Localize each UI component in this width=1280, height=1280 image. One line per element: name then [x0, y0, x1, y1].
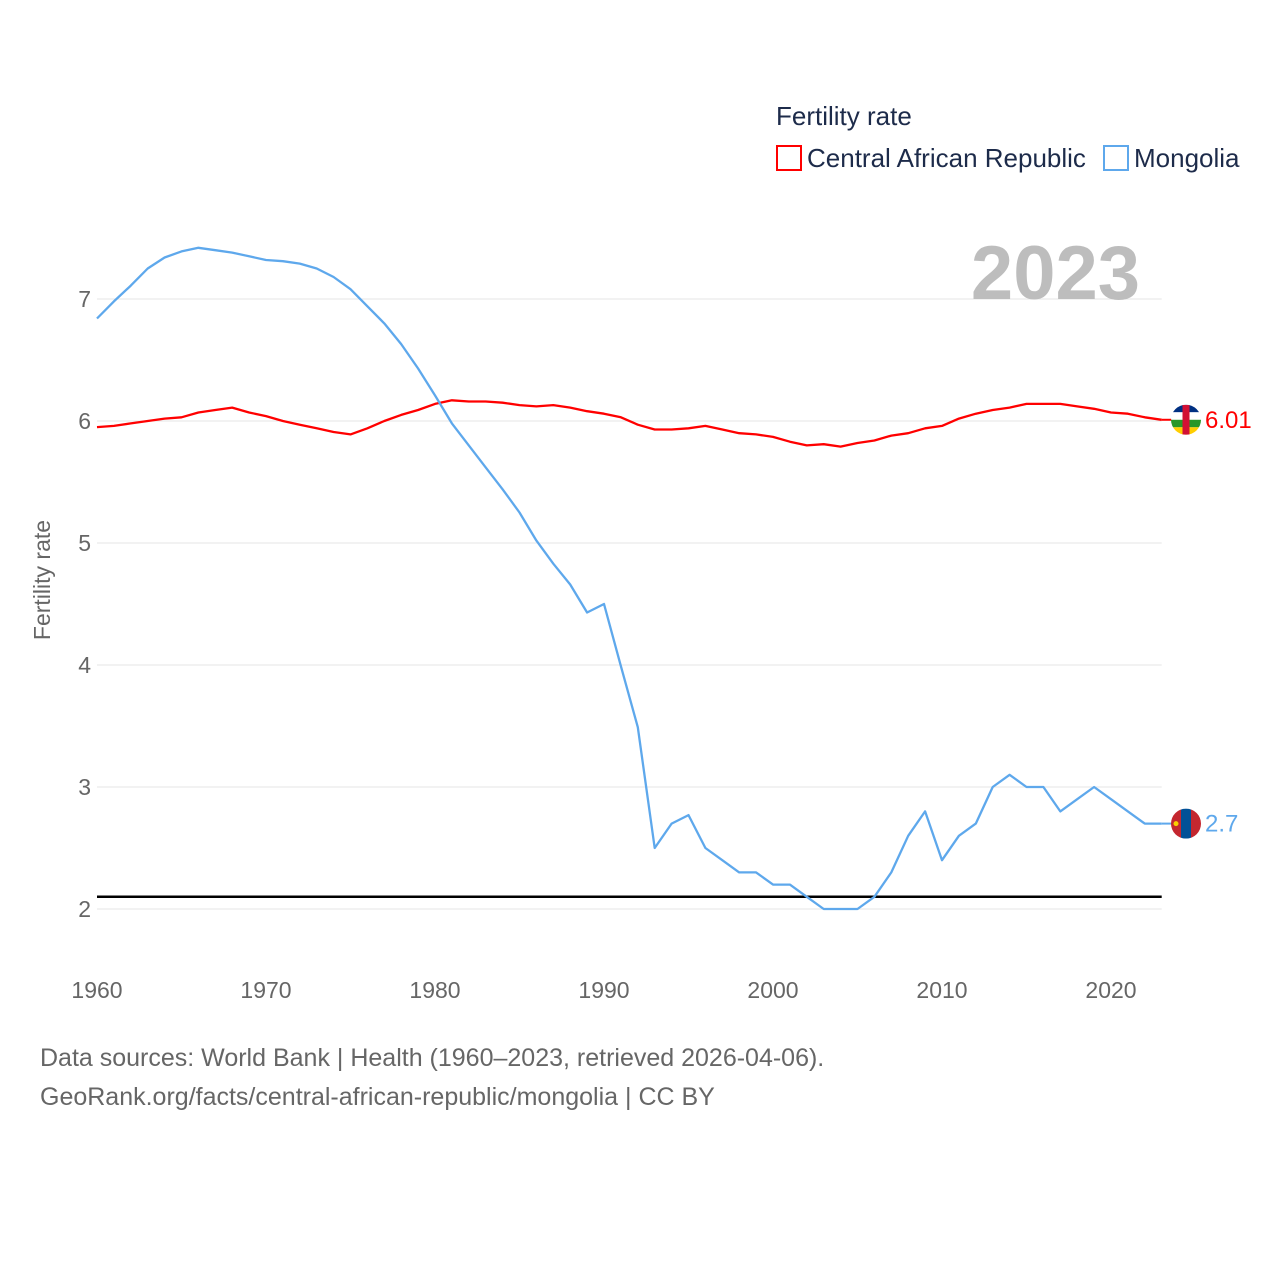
flag-stripe [1191, 808, 1201, 839]
end-value-label: 2.7 [1205, 811, 1238, 838]
footer-sources: Data sources: World Bank | Health (1960–… [40, 1044, 825, 1072]
y-tick-label: 6 [78, 408, 91, 434]
y-tick-label: 2 [78, 896, 91, 922]
x-tick-label: 1960 [71, 977, 122, 1003]
year-watermark: 2023 [971, 231, 1140, 316]
legend-swatch [1103, 145, 1129, 171]
y-tick-label: 4 [78, 652, 91, 678]
flag-body [1171, 808, 1201, 839]
x-tick-label: 2010 [916, 977, 967, 1003]
mongolia-flag-icon [1171, 808, 1201, 839]
end-value-label: 6.01 [1205, 407, 1252, 434]
y-tick-label: 5 [78, 530, 91, 556]
legend-label: Central African Republic [807, 143, 1086, 173]
legend-title: Fertility rate [776, 101, 912, 131]
y-axis-label: Fertility rate [29, 520, 55, 640]
legend-swatch [776, 145, 802, 171]
central-african-republic-flag-icon [1171, 404, 1201, 435]
series-line-0 [96, 399, 1162, 448]
series-line-1 [96, 246, 1162, 911]
x-tick-label: 2000 [747, 977, 798, 1003]
footer-link[interactable]: GeoRank.org/facts/central-african-republ… [40, 1083, 715, 1111]
x-tick-label: 1970 [240, 977, 291, 1003]
flag-stripe [1182, 404, 1190, 435]
x-tick-label: 1980 [409, 977, 460, 1003]
legend-label: Mongolia [1134, 143, 1240, 173]
flag-body [1171, 404, 1201, 435]
x-tick-label: 1990 [578, 977, 629, 1003]
soyombo-symbol [1173, 821, 1179, 827]
y-tick-label: 3 [78, 774, 91, 800]
x-tick-label: 2020 [1085, 977, 1136, 1003]
flag-stripe [1181, 808, 1191, 839]
y-tick-label: 7 [78, 286, 91, 312]
